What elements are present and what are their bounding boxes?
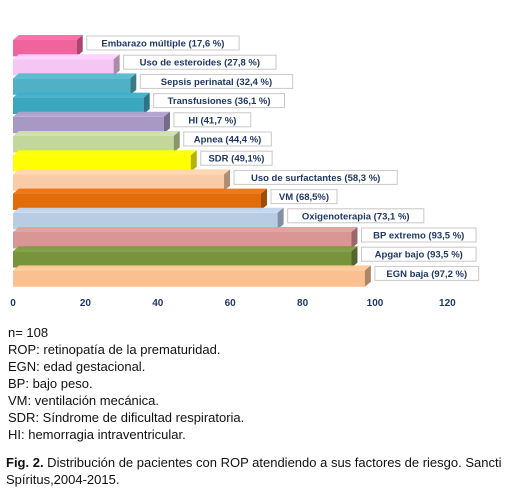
bar-10 bbox=[13, 227, 358, 249]
x-tick-100: 100 bbox=[367, 298, 384, 309]
bar-7 bbox=[13, 169, 231, 191]
bars-layer bbox=[13, 35, 371, 287]
bar-1 bbox=[13, 54, 120, 76]
bar-6 bbox=[13, 150, 197, 172]
bar-label-7: Uso de surfactantes (58,3 %) bbox=[233, 169, 398, 185]
bar-12 bbox=[13, 265, 371, 287]
bar-9 bbox=[13, 207, 284, 230]
bar-label-12: EGN baja (97,2 %) bbox=[374, 265, 480, 281]
figure-caption-text: Distribución de pacientes con ROP atendi… bbox=[6, 455, 502, 487]
note-hi: HI: hemorragia intraventricular. bbox=[8, 427, 186, 442]
x-axis-ticks: 0 20 40 60 80 100 120 bbox=[10, 298, 456, 309]
bar-label-6: SDR (49,1%) bbox=[200, 150, 273, 166]
bar-label-text-3: Transfusiones (36,1 %) bbox=[168, 96, 271, 107]
bar-label-text-5: Apnea (44,4 %) bbox=[194, 135, 262, 146]
bar-label-text-2: Sepsis perinatal (32,4 %) bbox=[161, 77, 272, 88]
bar-label-5: Apnea (44,4 %) bbox=[183, 131, 272, 147]
bar-label-0: Embarazo múltiple (17,6 %) bbox=[86, 35, 240, 51]
labels-layer: Embarazo múltiple (17,6 %) Uso de esteroi… bbox=[86, 35, 480, 281]
x-tick-80: 80 bbox=[297, 298, 309, 309]
bar-label-text-10: BP extremo (93,5 %) bbox=[373, 231, 464, 242]
bar-label-11: Apgar bajo (93,5 %) bbox=[360, 246, 477, 262]
bar-5 bbox=[13, 131, 180, 153]
bar-label-text-8: VM (68,5%) bbox=[279, 192, 329, 203]
bar-11 bbox=[13, 246, 358, 268]
note-rop: ROP: retinopatía de la prematuridad. bbox=[8, 342, 221, 357]
x-tick-40: 40 bbox=[152, 298, 164, 309]
bar-label-text-0: Embarazo múltiple (17,6 %) bbox=[101, 39, 224, 50]
bar-label-3: Transfusiones (36,1 %) bbox=[153, 93, 285, 109]
bar-label-9: Oxigenoterapia (73,1 %) bbox=[287, 208, 425, 224]
bar-label-text-1: Uso de esteroides (27,8 %) bbox=[140, 58, 260, 69]
bar-chart: Embarazo múltiple (17,6 %) Uso de esteroi… bbox=[10, 35, 480, 309]
note-vm: VM: ventilación mecánica. bbox=[8, 393, 160, 408]
bar-3 bbox=[13, 92, 150, 114]
bar-label-text-4: HI (41,7 %) bbox=[188, 115, 236, 126]
abbreviation-notes: n= 108 ROP: retinopatía de la prematurid… bbox=[8, 324, 503, 443]
note-sample-size: n= 108 bbox=[8, 325, 49, 340]
bar-label-8: VM (68,5%) bbox=[270, 189, 338, 205]
x-tick-0: 0 bbox=[10, 298, 16, 309]
x-tick-20: 20 bbox=[80, 298, 92, 309]
bar-label-1: Uso de esteroides (27,8 %) bbox=[123, 54, 277, 70]
figure-label: Fig. 2. bbox=[6, 455, 44, 470]
note-egn: EGN: edad gestacional. bbox=[8, 359, 146, 374]
bar-4 bbox=[13, 111, 170, 134]
x-tick-60: 60 bbox=[225, 298, 237, 309]
bar-label-10: BP extremo (93,5 %) bbox=[360, 227, 477, 243]
bar-label-text-6: SDR (49,1%) bbox=[208, 154, 264, 165]
x-tick-120: 120 bbox=[439, 298, 456, 309]
bar-0 bbox=[13, 35, 83, 57]
bar-2 bbox=[13, 73, 137, 95]
figure-caption: Fig. 2. Distribución de pacientes con RO… bbox=[6, 454, 504, 488]
note-bp: BP: bajo peso. bbox=[8, 376, 93, 391]
bar-label-text-9: Oxigenoterapia (73,1 %) bbox=[302, 211, 410, 222]
bar-8 bbox=[13, 188, 267, 210]
bar-label-4: HI (41,7 %) bbox=[173, 112, 252, 128]
bar-label-text-7: Uso de surfactantes (58,3 %) bbox=[251, 173, 380, 184]
bar-label-text-12: EGN baja (97,2 %) bbox=[386, 269, 467, 280]
note-sdr: SDR: Síndrome de dificultad respiratoria… bbox=[8, 410, 245, 425]
bar-label-2: Sepsis perinatal (32,4 %) bbox=[139, 73, 294, 89]
bar-label-text-11: Apgar bajo (93,5 %) bbox=[375, 250, 463, 261]
